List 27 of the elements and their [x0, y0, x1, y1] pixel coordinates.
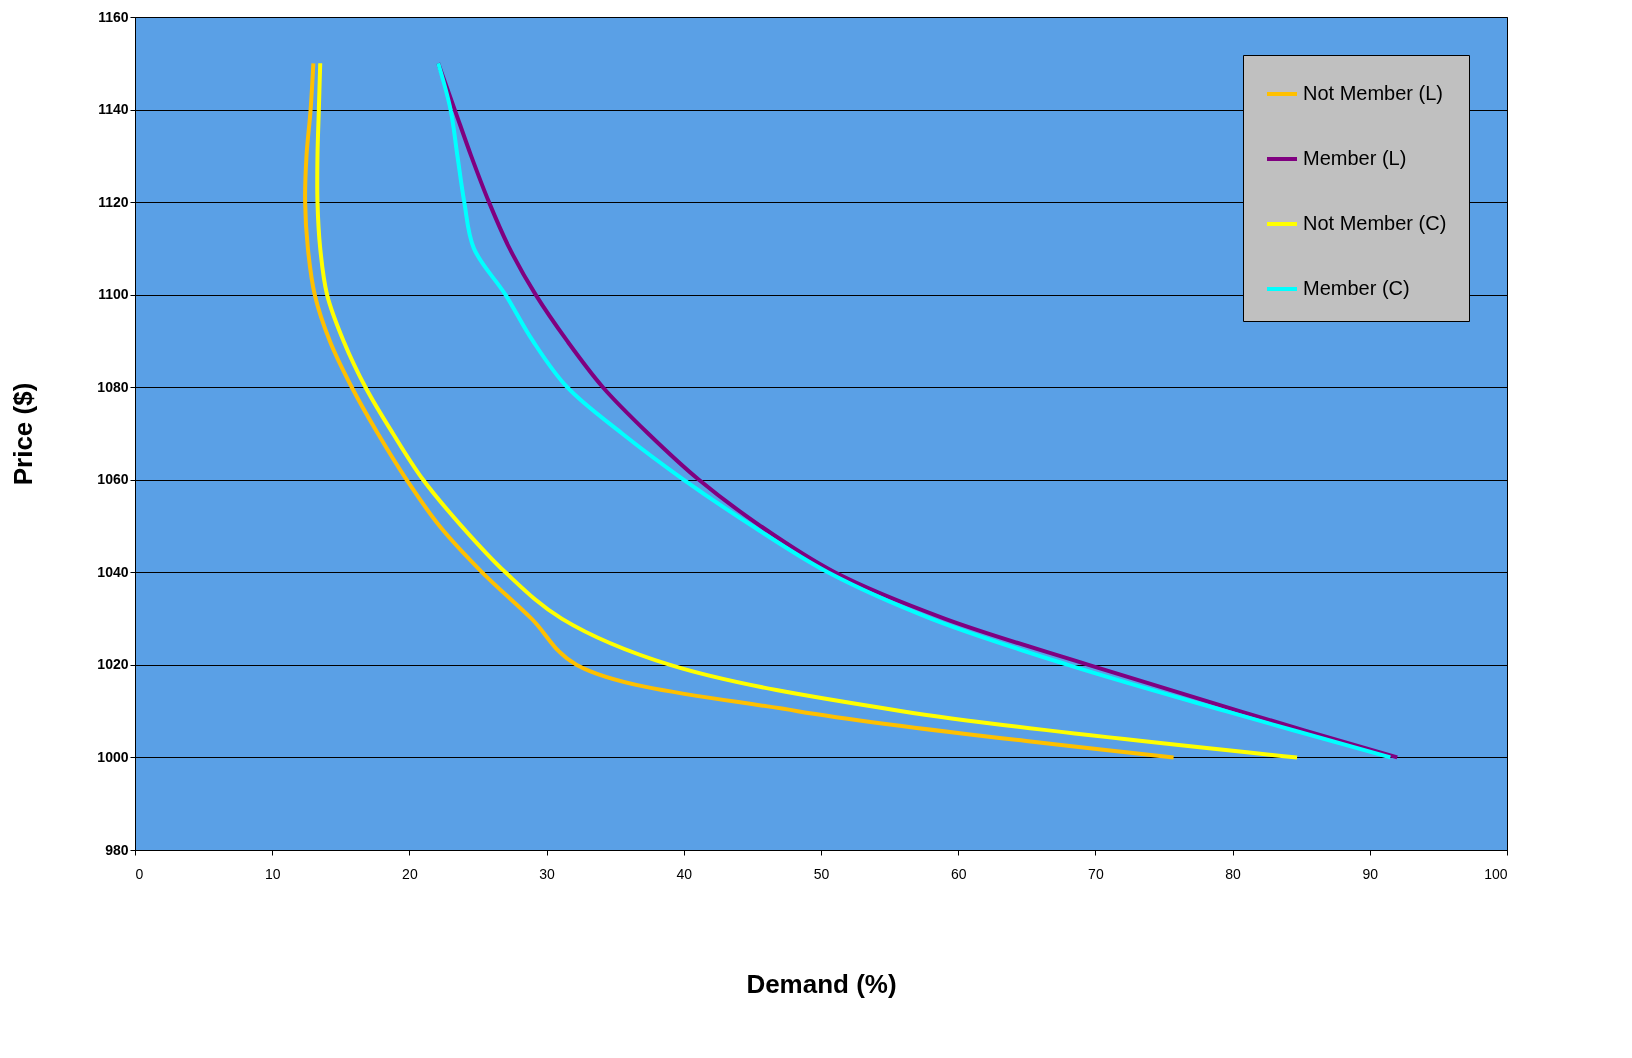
y-tick-label: 1120	[98, 193, 129, 210]
y-tick-label: 1040	[97, 563, 129, 580]
y-tick-label: 980	[105, 841, 129, 858]
x-tick-label: 0	[135, 865, 144, 882]
y-tick-label: 1080	[97, 378, 129, 395]
x-tick-label: 50	[813, 865, 830, 882]
y-tick-label: 1000	[97, 748, 129, 765]
y-axis-title: Price ($)	[8, 382, 39, 486]
legend-label: Not Member (C)	[1303, 212, 1447, 234]
y-tick-label: 1160	[98, 8, 129, 25]
y-tick-label: 1020	[97, 656, 129, 673]
x-tick-label: 80	[1225, 865, 1242, 882]
x-axis-title: Demand (%)	[746, 968, 897, 999]
x-tick-label: 100	[1484, 865, 1508, 882]
x-tick-label: 60	[950, 865, 967, 882]
x-tick-label: 10	[264, 865, 281, 882]
y-tick-label: 1060	[97, 471, 129, 488]
legend-label: Member (C)	[1303, 277, 1410, 299]
x-tick-label: 30	[539, 865, 556, 882]
x-tick-label: 70	[1088, 865, 1104, 882]
y-tick-label: 1140	[98, 101, 129, 118]
y-tick-label: 1100	[98, 286, 129, 303]
x-tick-label: 90	[1362, 865, 1379, 882]
x-tick-label: 40	[676, 865, 693, 882]
x-tick-label: 20	[402, 865, 418, 882]
legend-label: Not Member (L)	[1303, 82, 1444, 104]
legend-label: Member (L)	[1303, 147, 1407, 169]
